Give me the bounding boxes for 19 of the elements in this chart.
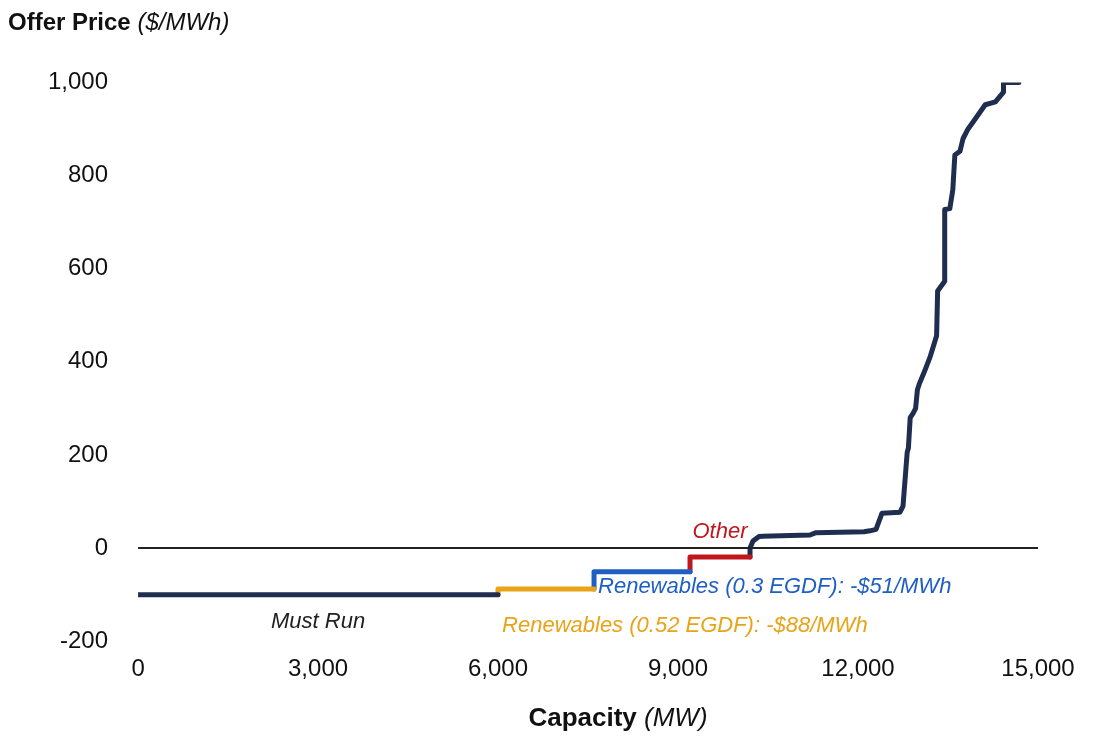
y-tick-label: 1,000: [48, 67, 109, 95]
annotation: Other: [692, 518, 750, 544]
x-tick-label: 9,000: [647, 654, 709, 682]
y-tick-label: 0: [94, 532, 109, 560]
x-tick-label: 15,000: [1001, 654, 1075, 682]
y-tick-label: 400: [68, 346, 109, 374]
y-tick-label: 600: [68, 253, 109, 281]
x-tick-label: 0: [131, 654, 145, 682]
series-label: Must Run: [270, 607, 366, 633]
y-tick-label: 800: [68, 160, 109, 188]
y-tick-label: -200: [60, 625, 109, 653]
x-axis-title: Capacity (MW): [528, 702, 708, 732]
series-label: Renewables (0.52 EGDF): -$88/MWh: [502, 612, 868, 638]
y-tick-label: 200: [68, 439, 109, 467]
x-tick-label: 3,000: [288, 654, 349, 682]
series-label: Renewables (0.3 EGDF): -$51/MWh: [598, 572, 952, 598]
x-tick-label: 6,000: [468, 654, 529, 682]
x-tick-label: 12,000: [821, 654, 895, 682]
y-axis-title: Offer Price ($/MWh): [8, 8, 230, 35]
